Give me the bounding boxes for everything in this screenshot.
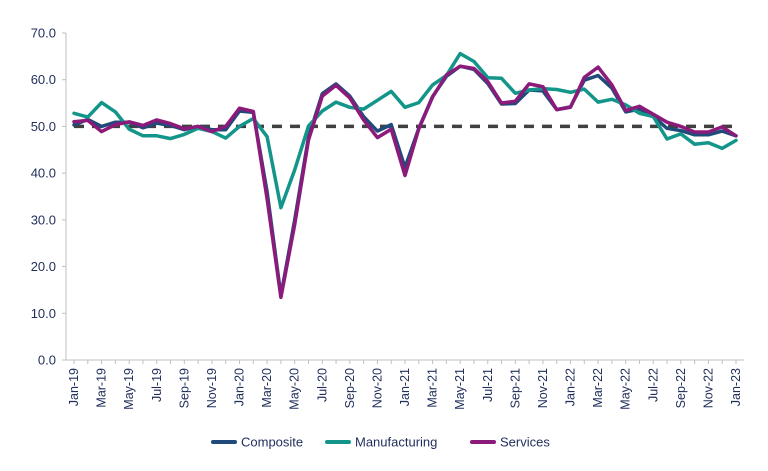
- x-tick-label: Jul-21: [481, 368, 495, 402]
- y-tick-label: 40.0: [31, 166, 56, 181]
- x-tick-label: Sep-20: [343, 368, 357, 408]
- x-tick-label: Sep-19: [177, 368, 191, 408]
- x-tick-label: Jul-22: [646, 368, 660, 402]
- legend-label-composite: Composite: [241, 435, 303, 450]
- x-tick-label: May-19: [122, 368, 136, 410]
- x-tick-label: Nov-20: [370, 368, 384, 408]
- x-tick-label: Sep-22: [674, 368, 688, 408]
- x-tick-label: Jul-20: [315, 368, 329, 402]
- legend-label-manufacturing: Manufacturing: [355, 435, 437, 450]
- y-tick-label: 20.0: [31, 259, 56, 274]
- x-tick-label: Mar-21: [426, 368, 440, 408]
- x-tick-label: Mar-20: [260, 368, 274, 408]
- x-tick-label: Mar-19: [95, 368, 109, 408]
- series-line-composite: [72, 64, 738, 298]
- x-tick-label: Jan-19: [67, 368, 81, 406]
- x-tick-label: May-21: [453, 368, 467, 410]
- x-tick-label: Nov-21: [536, 368, 550, 408]
- x-tick-label: Jul-19: [150, 368, 164, 402]
- x-tick-label: Mar-22: [591, 368, 605, 408]
- series-layer: [72, 51, 738, 300]
- x-tick-label: May-22: [619, 368, 633, 410]
- x-axis: Jan-19 Mar-19 May-19 Jul-19 Sep-19 Nov-19 Jan-…: [66, 359, 744, 410]
- y-tick-label: 70.0: [31, 26, 56, 41]
- x-tick-label: Jan-22: [564, 368, 578, 406]
- series-line-manufacturing: [72, 51, 738, 210]
- x-tick-label: Sep-21: [508, 368, 522, 408]
- x-tick-label: May-20: [288, 368, 302, 410]
- x-tick-label: Jan-21: [398, 368, 412, 406]
- y-tick-label: 0.0: [38, 353, 56, 368]
- y-tick-label: 10.0: [31, 306, 56, 321]
- y-tick-label: 30.0: [31, 212, 56, 227]
- y-tick-label: 60.0: [31, 72, 56, 87]
- legend: Composite Manufacturing Services: [211, 435, 550, 450]
- legend-label-services: Services: [500, 435, 550, 450]
- y-axis: 0.0 10.0 20.0 30.0 40.0 50.0 60.0 70.0: [31, 26, 67, 368]
- x-tick-label: Nov-22: [701, 368, 715, 408]
- x-tick-label: Jan-23: [729, 368, 743, 406]
- y-tick-label: 50.0: [31, 119, 56, 134]
- x-tick-label: Jan-20: [233, 368, 247, 406]
- x-tick-label: Nov-19: [205, 368, 219, 408]
- series-line-services: [72, 64, 738, 300]
